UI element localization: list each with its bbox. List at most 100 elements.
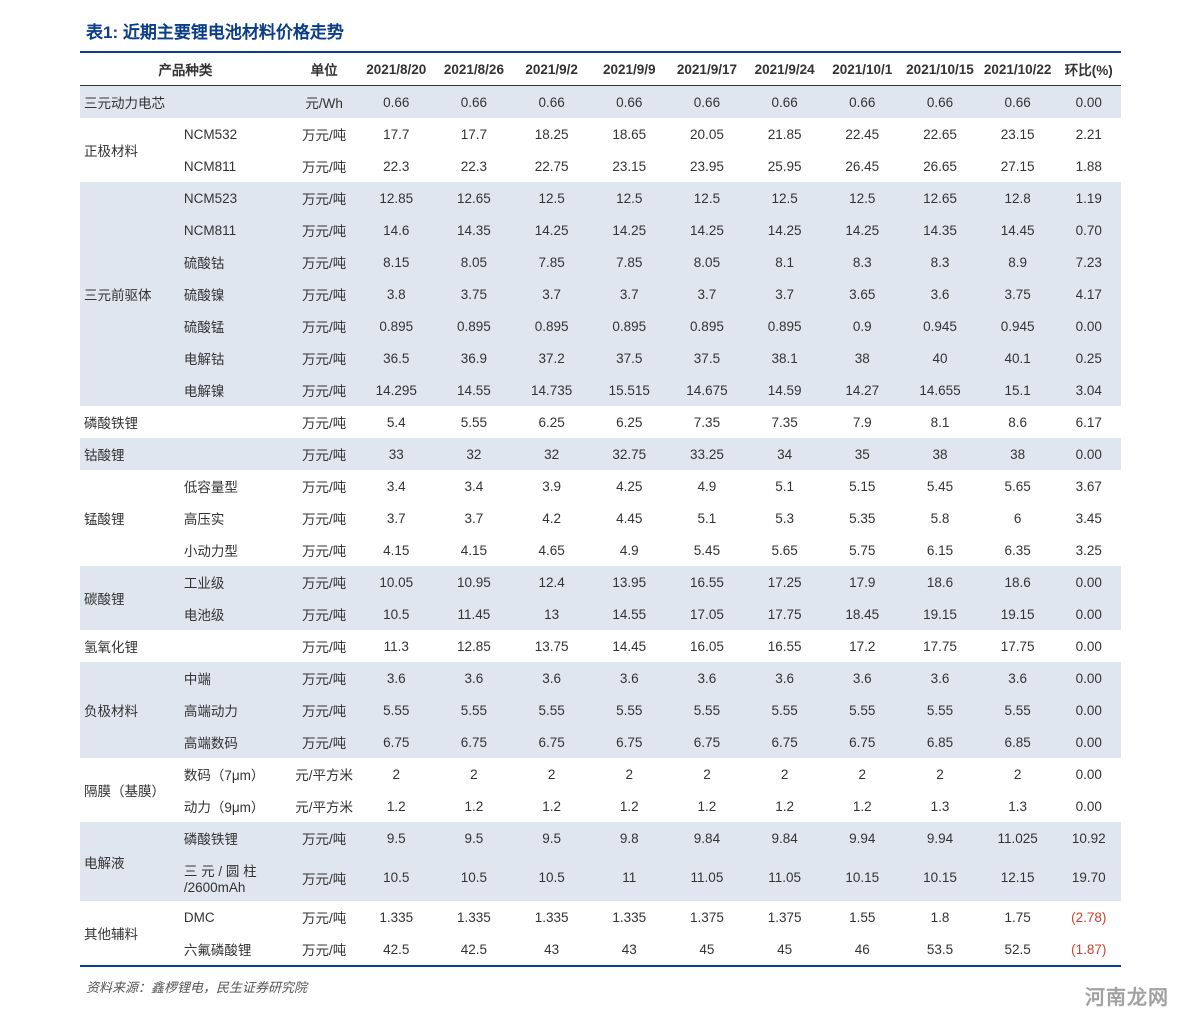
table-row: 电解钴万元/吨36.536.937.237.537.538.1384040.10… [80,342,1121,374]
subcategory-cell [180,86,291,119]
value-cell: 11.45 [435,598,513,630]
value-cell: 23.15 [590,150,668,182]
value-cell: 38 [823,342,901,374]
value-cell: 3.4 [435,470,513,502]
value-cell: 3.6 [901,278,979,310]
value-cell: 10.5 [435,854,513,901]
table-row: 硫酸镍万元/吨3.83.753.73.73.73.73.653.63.754.1… [80,278,1121,310]
unit-cell: 万元/吨 [291,406,358,438]
unit-cell: 万元/吨 [291,214,358,246]
value-cell: 14.25 [513,214,591,246]
category-cell: 电解液 [80,822,180,901]
table-row: 六氟磷酸锂万元/吨42.542.5434345454653.552.5(1.87… [80,933,1121,966]
table-row: 电解镍万元/吨14.29514.5514.73515.51514.67514.5… [80,374,1121,406]
value-cell: 33.25 [668,438,746,470]
subcategory-cell: 六氟磷酸锂 [180,933,291,966]
unit-cell: 元/Wh [291,86,358,119]
value-cell: 22.75 [513,150,591,182]
wow-cell: (1.87) [1056,933,1121,966]
value-cell: 8.9 [979,246,1057,278]
wow-cell: 0.00 [1056,758,1121,790]
table-row: 隔膜（基膜）数码（7μm）元/平方米2222222220.00 [80,758,1121,790]
table-row: 动力（9μm）元/平方米1.21.21.21.21.21.21.21.31.30… [80,790,1121,822]
value-cell: 0.66 [513,86,591,119]
value-cell: 12.5 [746,182,824,214]
wow-cell: (2.78) [1056,901,1121,933]
value-cell: 14.35 [435,214,513,246]
value-cell: 7.35 [746,406,824,438]
value-cell: 42.5 [357,933,435,966]
value-cell: 38.1 [746,342,824,374]
wow-cell: 0.00 [1056,310,1121,342]
value-cell: 3.6 [590,662,668,694]
value-cell: 0.66 [746,86,824,119]
unit-cell: 万元/吨 [291,118,358,150]
value-cell: 26.65 [901,150,979,182]
value-cell: 6.25 [513,406,591,438]
value-cell: 9.94 [901,822,979,854]
value-cell: 0.66 [668,86,746,119]
value-cell: 0.895 [357,310,435,342]
subcategory-cell: 电解钴 [180,342,291,374]
table-row: 电池级万元/吨10.511.451314.5517.0517.7518.4519… [80,598,1121,630]
table-row: 磷酸铁锂万元/吨5.45.556.256.257.357.357.98.18.6… [80,406,1121,438]
value-cell: 13.75 [513,630,591,662]
value-cell: 5.35 [823,502,901,534]
value-cell: 14.55 [590,598,668,630]
category-cell: 三元动力电芯 [80,86,180,119]
value-cell: 6.75 [823,726,901,758]
value-cell: 5.1 [746,470,824,502]
value-cell: 11.3 [357,630,435,662]
value-cell: 16.55 [746,630,824,662]
value-cell: 22.45 [823,118,901,150]
value-cell: 0.895 [668,310,746,342]
value-cell: 7.9 [823,406,901,438]
value-cell: 10.5 [513,854,591,901]
value-cell: 5.55 [513,694,591,726]
value-cell: 20.05 [668,118,746,150]
wow-cell: 6.17 [1056,406,1121,438]
table-row: 正极材料NCM532万元/吨17.717.718.2518.6520.0521.… [80,118,1121,150]
table-row: 高端动力万元/吨5.555.555.555.555.555.555.555.55… [80,694,1121,726]
table-row: 负极材料中端万元/吨3.63.63.63.63.63.63.63.63.60.0… [80,662,1121,694]
value-cell: 22.3 [357,150,435,182]
value-cell: 2 [435,758,513,790]
value-cell: 52.5 [979,933,1057,966]
unit-cell: 万元/吨 [291,150,358,182]
value-cell: 3.6 [901,662,979,694]
value-cell: 35 [823,438,901,470]
value-cell: 6.75 [357,726,435,758]
value-cell: 14.45 [590,630,668,662]
value-cell: 4.45 [590,502,668,534]
value-cell: 1.2 [357,790,435,822]
value-cell: 4.9 [668,470,746,502]
value-cell: 5.75 [823,534,901,566]
unit-cell: 万元/吨 [291,310,358,342]
subcategory-cell: 高端动力 [180,694,291,726]
value-cell: 11.05 [668,854,746,901]
value-cell: 32.75 [590,438,668,470]
value-cell: 8.6 [979,406,1057,438]
value-cell: 0.9 [823,310,901,342]
subcategory-cell: NCM811 [180,214,291,246]
category-cell: 负极材料 [80,662,180,758]
value-cell: 8.3 [823,246,901,278]
value-cell: 5.55 [668,694,746,726]
value-cell: 0.66 [357,86,435,119]
value-cell: 23.95 [668,150,746,182]
value-cell: 11.025 [979,822,1057,854]
value-cell: 42.5 [435,933,513,966]
value-cell: 3.7 [668,278,746,310]
value-cell: 9.5 [357,822,435,854]
value-cell: 45 [668,933,746,966]
value-cell: 14.25 [668,214,746,246]
value-cell: 12.5 [823,182,901,214]
value-cell: 11.05 [746,854,824,901]
category-cell: 钴酸锂 [80,438,180,470]
unit-cell: 万元/吨 [291,694,358,726]
value-cell: 5.55 [357,694,435,726]
unit-cell: 万元/吨 [291,374,358,406]
value-cell: 3.7 [513,278,591,310]
value-cell: 4.15 [435,534,513,566]
table-row: 高端数码万元/吨6.756.756.756.756.756.756.756.85… [80,726,1121,758]
